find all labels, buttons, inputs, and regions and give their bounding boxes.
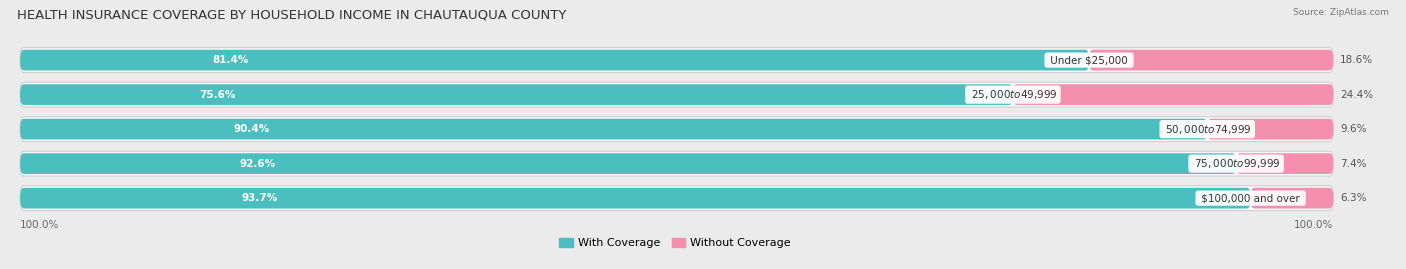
FancyBboxPatch shape — [20, 50, 1090, 70]
Text: 24.4%: 24.4% — [1340, 90, 1374, 100]
FancyBboxPatch shape — [1090, 50, 1333, 70]
FancyBboxPatch shape — [20, 84, 1012, 105]
Text: Source: ZipAtlas.com: Source: ZipAtlas.com — [1294, 8, 1389, 17]
FancyBboxPatch shape — [20, 151, 1333, 176]
Text: $75,000 to $99,999: $75,000 to $99,999 — [1191, 157, 1281, 170]
Text: 92.6%: 92.6% — [239, 159, 276, 169]
FancyBboxPatch shape — [20, 153, 1236, 174]
FancyBboxPatch shape — [20, 186, 1333, 211]
Text: 18.6%: 18.6% — [1340, 55, 1374, 65]
Text: 100.0%: 100.0% — [20, 220, 59, 229]
Text: 81.4%: 81.4% — [212, 55, 249, 65]
FancyBboxPatch shape — [1250, 188, 1333, 208]
FancyBboxPatch shape — [1208, 119, 1333, 139]
FancyBboxPatch shape — [1236, 153, 1333, 174]
FancyBboxPatch shape — [20, 188, 1250, 208]
FancyBboxPatch shape — [20, 48, 1333, 73]
Text: 93.7%: 93.7% — [242, 193, 278, 203]
Text: Under $25,000: Under $25,000 — [1047, 55, 1130, 65]
Text: 9.6%: 9.6% — [1340, 124, 1367, 134]
Text: 75.6%: 75.6% — [198, 90, 235, 100]
Text: $50,000 to $74,999: $50,000 to $74,999 — [1163, 123, 1253, 136]
Legend: With Coverage, Without Coverage: With Coverage, Without Coverage — [560, 238, 792, 248]
FancyBboxPatch shape — [20, 119, 1208, 139]
Text: HEALTH INSURANCE COVERAGE BY HOUSEHOLD INCOME IN CHAUTAUQUA COUNTY: HEALTH INSURANCE COVERAGE BY HOUSEHOLD I… — [17, 8, 567, 21]
Text: $100,000 and over: $100,000 and over — [1198, 193, 1303, 203]
Text: 100.0%: 100.0% — [1294, 220, 1333, 229]
Text: 90.4%: 90.4% — [233, 124, 270, 134]
Text: 7.4%: 7.4% — [1340, 159, 1367, 169]
Text: 6.3%: 6.3% — [1340, 193, 1367, 203]
FancyBboxPatch shape — [1012, 84, 1333, 105]
Text: $25,000 to $49,999: $25,000 to $49,999 — [967, 88, 1059, 101]
FancyBboxPatch shape — [20, 117, 1333, 141]
FancyBboxPatch shape — [20, 82, 1333, 107]
